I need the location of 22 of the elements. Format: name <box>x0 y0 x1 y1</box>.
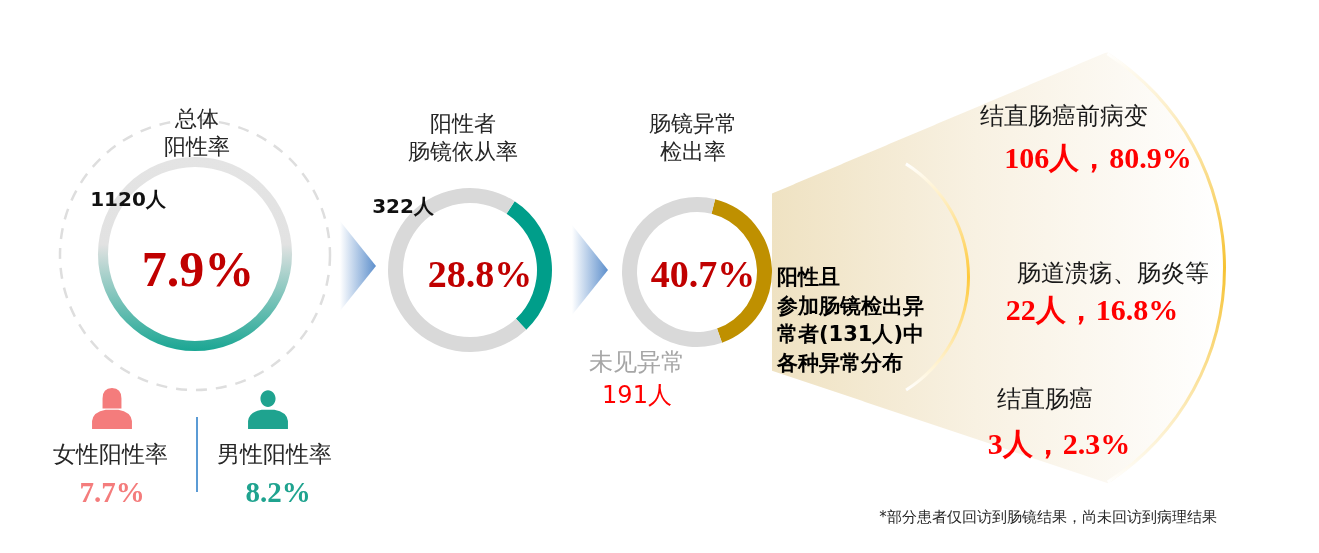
slice-label: 未见异常 <box>589 348 685 376</box>
text: 7.7% <box>79 476 145 508</box>
chart-title: 肠镜异常检出率 <box>649 111 737 165</box>
chart-title: 阳性者肠镜依从率 <box>408 111 518 165</box>
text: 22人，16.8% <box>1005 293 1179 326</box>
text: 28.8% <box>427 253 533 295</box>
text: 3人，2.3% <box>987 427 1131 460</box>
text: 106人，80.9% <box>1004 141 1192 174</box>
text: 阳性且参加肠镜检出异常者(131人)中各种异常分布 <box>776 265 925 375</box>
text: 7.9% <box>141 241 255 297</box>
category-label: 肠道溃疡、肠炎等 <box>1017 259 1209 287</box>
text: 322人 <box>372 194 435 218</box>
category-label: 女性阳性率 <box>52 441 168 467</box>
text: 191人 <box>602 381 672 409</box>
category-label: 男性阳性率 <box>216 441 332 467</box>
text: 1120人 <box>90 187 167 211</box>
text: 总体阳性率 <box>164 106 230 160</box>
text: *部分患者仅回访到肠镜结果，尚未回访到病理结果 <box>879 508 1217 526</box>
category-label: 结直肠癌前病变 <box>980 102 1148 130</box>
text: 8.2% <box>245 476 311 508</box>
category-label: 结直肠癌 <box>997 385 1093 413</box>
text: 40.7% <box>650 253 756 295</box>
